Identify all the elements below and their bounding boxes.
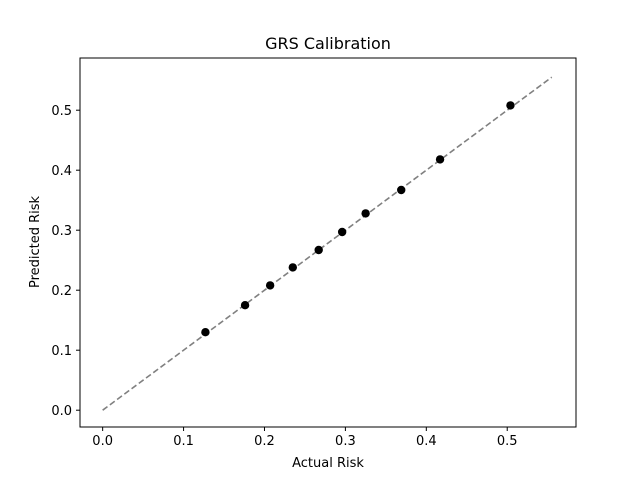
x-tick-label: 0.1 (173, 434, 194, 449)
x-tick-label: 0.0 (92, 434, 113, 449)
y-tick-label: 0.0 (51, 404, 72, 419)
scatter-point (361, 209, 370, 218)
reference-line (102, 76, 553, 411)
scatter-point (265, 281, 275, 290)
chart-title: GRS Calibration (265, 34, 391, 53)
scatter-point (435, 155, 445, 164)
scatter-point (240, 301, 250, 310)
x-tick-label: 0.2 (254, 434, 275, 449)
y-tick-label: 0.4 (51, 164, 72, 179)
x-tick-label: 0.5 (497, 434, 518, 449)
y-axis-label: Predicted Risk (28, 195, 43, 288)
scatter-point (314, 245, 323, 255)
x-axis-label: Actual Risk (292, 456, 364, 471)
x-tick-label: 0.3 (335, 434, 356, 449)
y-tick-label: 0.5 (51, 104, 72, 119)
y-tick-label: 0.1 (51, 344, 72, 359)
x-tick-label: 0.4 (416, 434, 437, 449)
scatter-point (506, 101, 515, 110)
scatter-point (201, 328, 210, 337)
scatter-point (337, 227, 347, 237)
scatter-point (397, 185, 406, 195)
y-tick-label: 0.3 (51, 224, 72, 239)
plot-frame (79, 57, 577, 428)
y-tick-label: 0.2 (51, 284, 72, 299)
scatter-point (288, 263, 298, 272)
